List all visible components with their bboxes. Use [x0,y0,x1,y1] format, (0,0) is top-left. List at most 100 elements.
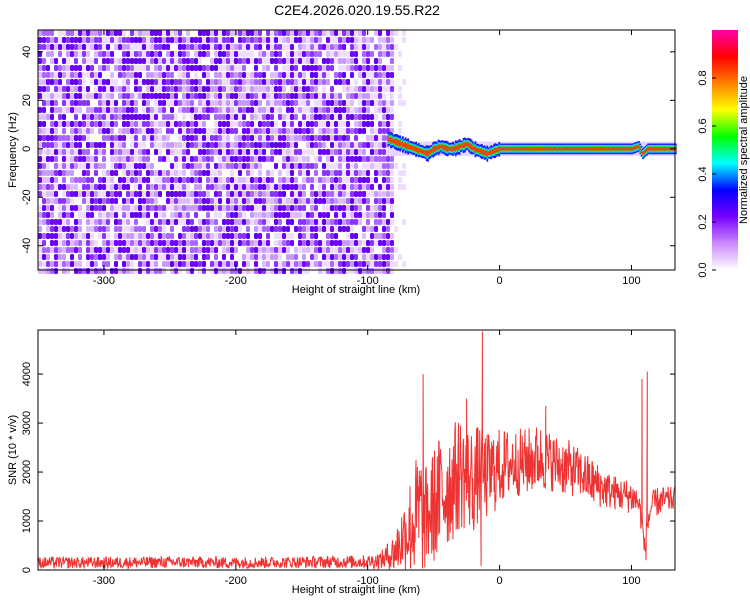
noise-cell [102,184,106,190]
noise-cell [218,233,222,239]
noise-cell [238,142,242,148]
signal-cell [515,147,518,151]
noise-cell [374,170,378,176]
noise-cell [374,93,378,99]
noise-cell [262,268,266,274]
noise-cell [210,135,214,141]
noise-cell [250,240,254,246]
noise-cell [222,86,226,92]
noise-cell [274,58,278,64]
noise-cell [298,58,302,64]
noise-cell [318,247,322,253]
noise-cell [322,58,326,64]
noise-cell [362,156,366,162]
noise-cell [286,114,290,120]
noise-cell [286,233,290,239]
noise-cell [46,37,50,43]
noise-cell [58,184,62,190]
noise-cell [94,44,98,50]
noise-cell [170,219,174,225]
noise-cell [66,100,70,106]
noise-cell [58,114,62,120]
signal-cell [433,146,436,152]
noise-cell [262,128,266,134]
noise-cell [66,79,70,85]
noise-cell [190,100,194,106]
signal-cell [653,147,656,151]
noise-cell [194,233,198,239]
noise-cell [282,135,286,141]
noise-cell [218,184,222,190]
noise-cell [290,86,294,92]
noise-cell [154,226,158,232]
noise-cell [138,163,142,169]
noise-cell [314,170,318,176]
noise-cell [78,233,82,239]
signal-cell [507,147,510,151]
noise-cell [98,128,102,134]
noise-cell [214,72,218,78]
noise-cell [362,247,366,253]
noise-cell [390,268,395,274]
noise-cell [142,51,146,57]
noise-cell [258,212,262,218]
noise-cell [242,58,246,64]
noise-cell [138,149,142,155]
noise-cell [94,184,98,190]
noise-cell [270,191,274,197]
signal-cell [541,147,544,151]
noise-cell [310,37,314,43]
noise-cell [230,86,234,92]
noise-cell [142,79,146,85]
noise-cell [46,163,50,169]
noise-cell [170,121,174,127]
noise-cell [222,30,226,36]
noise-cell [250,121,254,127]
noise-cell [254,240,258,246]
noise-cell [390,212,394,218]
noise-cell [334,191,338,197]
noise-cell [170,226,174,232]
noise-cell [398,128,403,134]
noise-cell [130,247,134,253]
noise-cell [362,226,366,232]
signal-cell [636,145,639,149]
noise-cell [174,37,178,43]
noise-cell [334,79,338,85]
noise-cell [318,37,322,43]
noise-cell [122,72,126,78]
noise-cell [314,37,318,43]
y-tick-label: 40 [21,46,33,58]
noise-cell [378,219,382,225]
noise-cell [194,142,198,148]
noise-cell [90,156,94,162]
noise-cell [86,233,90,239]
signal-cell [404,142,407,149]
noise-cell [274,72,278,78]
noise-cell [142,198,146,204]
noise-cell [50,261,54,267]
noise-cell [362,254,366,260]
noise-cell [286,51,290,57]
noise-cell [106,254,110,260]
signal-cell [540,147,543,151]
signal-cell [504,147,507,151]
noise-cell [130,93,134,99]
noise-cell [90,191,94,197]
noise-cell [350,72,354,78]
noise-cell [210,247,214,253]
noise-cell [238,163,242,169]
noise-cell [46,191,50,197]
noise-cell [282,30,286,36]
noise-cell [46,79,50,85]
noise-cell [242,149,246,155]
noise-cell [186,142,190,148]
noise-cell [178,219,182,225]
signal-cell [523,147,526,151]
noise-cell [330,30,334,36]
noise-cell [166,114,170,120]
noise-cell [78,121,82,127]
noise-cell [310,163,314,169]
noise-cell [66,219,70,225]
noise-cell [250,142,254,148]
